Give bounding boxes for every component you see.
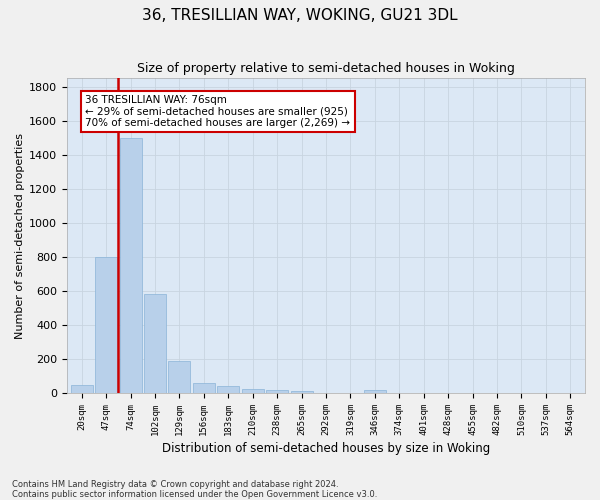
Bar [95,257,117,393]
Bar [266,390,288,393]
Title: Size of property relative to semi-detached houses in Woking: Size of property relative to semi-detach… [137,62,515,76]
Text: 36, TRESILLIAN WAY, WOKING, GU21 3DL: 36, TRESILLIAN WAY, WOKING, GU21 3DL [142,8,458,22]
Y-axis label: Number of semi-detached properties: Number of semi-detached properties [15,132,25,338]
Bar [364,390,386,393]
Bar [169,360,190,393]
Bar [71,384,92,393]
X-axis label: Distribution of semi-detached houses by size in Woking: Distribution of semi-detached houses by … [162,442,490,455]
Text: Contains HM Land Registry data © Crown copyright and database right 2024.
Contai: Contains HM Land Registry data © Crown c… [12,480,377,499]
Bar [290,390,313,393]
Bar [242,389,264,393]
Bar [217,386,239,393]
Text: 36 TRESILLIAN WAY: 76sqm
← 29% of semi-detached houses are smaller (925)
70% of : 36 TRESILLIAN WAY: 76sqm ← 29% of semi-d… [85,95,350,128]
Bar [144,294,166,393]
Bar [193,383,215,393]
Bar [119,138,142,393]
